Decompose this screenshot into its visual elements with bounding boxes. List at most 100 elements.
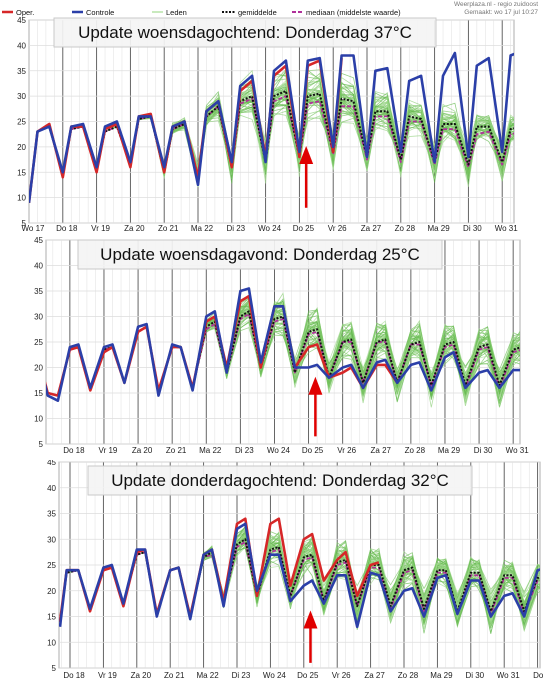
chart-panel-3: 5 10 15 20 25 30 35 40 45 Do 18 Vr 19 Za 20 Zo 21 Ma … — [47, 460, 544, 680]
y-tick-label: 15 — [34, 389, 43, 398]
x-tick-label: Vr 19 — [98, 671, 117, 680]
y-tick-label: 45 — [17, 16, 26, 25]
plot-lines — [59, 517, 540, 634]
y-tick-label: 25 — [34, 338, 43, 347]
y-tick-label: 5 — [52, 664, 57, 673]
x-tick-label: Ma 29 — [438, 446, 461, 455]
legend-gem-label: gemiddelde — [238, 8, 277, 17]
controle-line — [46, 287, 520, 402]
x-tick-label: Di 23 — [226, 224, 245, 232]
x-tick-label: Ma 22 — [191, 224, 214, 232]
chart-title-box — [87, 465, 473, 496]
chart-panel-1: Weerplaza.nl - regio zuidoost Gemaakt: w… — [2, 1, 538, 232]
made-label: Gemaakt: wo 17 jul 10:27 — [464, 9, 538, 16]
gemiddelde-line — [46, 310, 520, 397]
y-tick-label: 10 — [34, 415, 43, 424]
x-tick-label: Wo 24 — [258, 224, 282, 232]
x-tick-label: Vr 26 — [332, 671, 351, 680]
y-tick-label: 25 — [47, 561, 56, 570]
x-tick-label: Do 18 — [63, 671, 85, 680]
legend-med-label: mediaan (middelste waarde) — [306, 8, 401, 17]
y-tick-label: 40 — [34, 262, 43, 271]
controle-line — [29, 51, 514, 203]
y-tick-label: 45 — [34, 236, 43, 245]
y-tick-label: 25 — [17, 118, 26, 127]
legend-leden-label: Leden — [166, 8, 187, 17]
y-tick-label: 30 — [34, 313, 43, 322]
y-tick-label: 10 — [17, 194, 26, 203]
chart-title-box — [53, 17, 437, 48]
x-tick-label: Zo 28 — [395, 224, 416, 232]
y-tick-label: 35 — [47, 510, 56, 519]
x-tick-label: Za 27 — [371, 446, 392, 455]
y-tick-label: 5 — [22, 219, 27, 228]
x-tick-label: Do 25 — [297, 671, 319, 680]
plot-lines — [29, 51, 514, 203]
x-tick-label: Zo 21 — [158, 224, 179, 232]
legend-controle-label: Controle — [86, 8, 114, 17]
x-tick-label: Zo 21 — [166, 446, 187, 455]
x-tick-label: Wo 24 — [267, 446, 291, 455]
mediaan-line — [59, 540, 540, 622]
x-tick-label: Ma 29 — [427, 224, 450, 232]
x-tick-label: Do 25 — [302, 446, 324, 455]
x-tick-label: Do 25 — [293, 224, 315, 232]
x-tick-label: Di 23 — [235, 446, 254, 455]
x-tick-label: Vr 26 — [328, 224, 347, 232]
arrow-head — [303, 610, 318, 629]
legend: Oper. Controle Leden gemiddelde mediaan … — [2, 8, 401, 17]
arrow-head — [308, 376, 323, 395]
x-tick-label: Vr 26 — [337, 446, 356, 455]
x-tick-label: Vr 19 — [99, 446, 118, 455]
x-tick-label: Wo 17 — [22, 224, 46, 232]
x-tick-label: Di 23 — [232, 671, 251, 680]
x-tick-label: Ma 29 — [430, 671, 453, 680]
chart-title: Update woensdagochtend: Donderdag 37°C — [78, 23, 412, 42]
chart-panel-2: 5 10 15 20 25 30 35 40 45 Do 18 Vr 19 Za 20 Zo 21 Ma … — [34, 236, 530, 455]
y-tick-label: 40 — [47, 484, 56, 493]
x-tick-label: Za 20 — [132, 446, 153, 455]
site-label: Weerplaza.nl - regio zuidoost — [454, 1, 538, 8]
y-tick-label: 35 — [34, 287, 43, 296]
y-tick-label: 20 — [34, 364, 43, 373]
x-tick-label: Zo 21 — [164, 671, 185, 680]
y-tick-label: 20 — [17, 143, 26, 152]
x-tick-label: Za 20 — [131, 671, 152, 680]
y-tick-label: 30 — [17, 92, 26, 101]
y-tick-label: 15 — [17, 168, 26, 177]
y-tick-label: 35 — [17, 67, 26, 76]
x-tick-label: Za 27 — [364, 671, 385, 680]
y-tick-label: 20 — [47, 587, 56, 596]
x-tick-label: Do 18 — [56, 224, 78, 232]
x-tick-label: Di 30 — [465, 671, 484, 680]
x-tick-label: Ma 22 — [199, 446, 222, 455]
x-tick-label: Za 27 — [361, 224, 382, 232]
x-tick-label: Zo 28 — [398, 671, 419, 680]
y-tick-label: 30 — [47, 535, 56, 544]
gemiddelde-line — [59, 538, 540, 622]
x-tick-label: Za 20 — [124, 224, 145, 232]
controle-line — [59, 522, 540, 629]
chart-title-box — [77, 239, 443, 270]
x-tick-label: Zo 28 — [405, 446, 426, 455]
y-tick-label: 10 — [47, 638, 56, 647]
x-tick-label: Wo 31 — [497, 671, 521, 680]
x-tick-label: Wo 31 — [495, 224, 519, 232]
x-tick-label: Do 18 — [63, 446, 85, 455]
y-tick-label: 5 — [39, 440, 44, 449]
x-tick-label: Wo 24 — [263, 671, 287, 680]
legend-oper-label: Oper. — [16, 8, 34, 17]
y-tick-label: 40 — [17, 41, 26, 50]
chart-title: Update donderdagochtend: Donderdag 32°C — [111, 471, 449, 490]
arrow-head — [299, 145, 314, 164]
y-tick-label: 45 — [47, 460, 56, 467]
x-tick-label: Do 1 — [533, 671, 544, 680]
x-tick-label: Di 30 — [463, 224, 482, 232]
x-tick-label: Wo 31 — [506, 446, 530, 455]
y-tick-label: 15 — [47, 613, 56, 622]
chart-title: Update woensdagavond: Donderdag 25°C — [100, 245, 420, 264]
plot-lines — [46, 287, 520, 408]
x-tick-label: Di 30 — [474, 446, 493, 455]
x-tick-label: Ma 22 — [196, 671, 219, 680]
x-tick-label: Vr 19 — [91, 224, 110, 232]
